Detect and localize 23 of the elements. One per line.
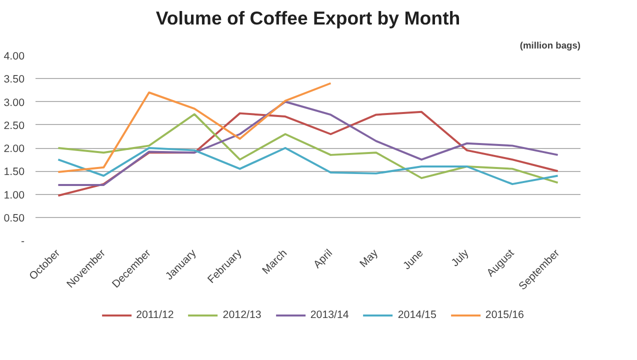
- legend-label: 2013/14: [310, 309, 349, 321]
- y-tick-label: 3.50: [4, 74, 25, 86]
- x-tick-label: July: [449, 246, 472, 270]
- y-tick-label: 4.00: [4, 50, 25, 62]
- y-tick-label: 2.00: [4, 143, 25, 155]
- legend-label: 2012/13: [222, 309, 262, 321]
- legend-label: 2015/16: [485, 309, 524, 321]
- legend-label: 2014/15: [398, 309, 436, 321]
- line-series: [57, 113, 559, 184]
- y-tick-label: -: [20, 236, 25, 248]
- legend-label: 2011/12: [136, 309, 174, 321]
- line-series: [57, 82, 332, 174]
- y-tick-label: 1.50: [4, 166, 25, 178]
- chart-subtitle: (million bags): [520, 40, 581, 50]
- y-tick-label: 1.00: [4, 189, 25, 202]
- line-series: [57, 147, 559, 186]
- line-series: [57, 100, 559, 186]
- x-tick-label: May: [358, 246, 381, 270]
- y-tick-label: 3.00: [4, 96, 25, 109]
- y-tick-label: 2.50: [4, 120, 25, 132]
- chart-title: Volume of Coffee Export by Month: [156, 8, 460, 28]
- line-series: [57, 110, 559, 197]
- y-tick-label: 0.50: [4, 212, 25, 224]
